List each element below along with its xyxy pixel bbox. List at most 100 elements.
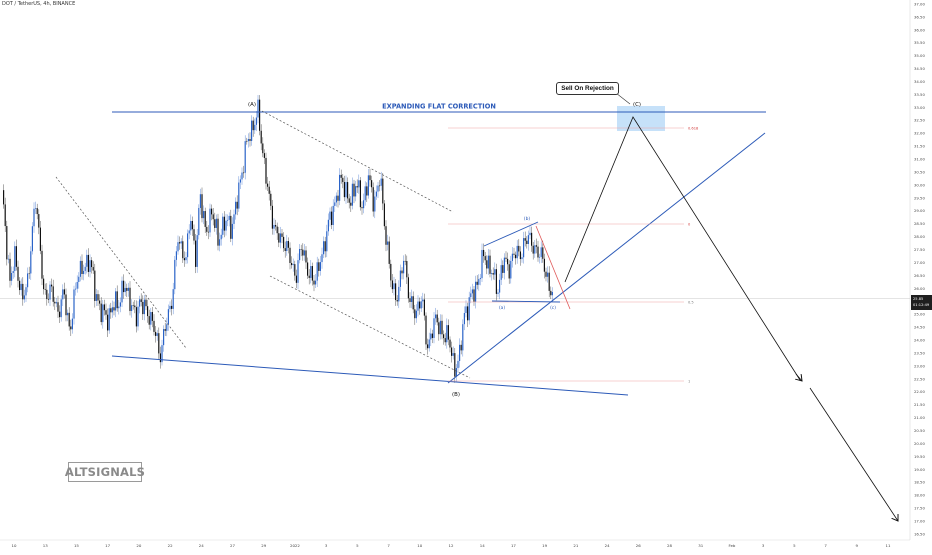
time-tick-label: 5	[793, 543, 796, 548]
wave-label-small-c: (c)	[550, 305, 556, 311]
candle-bullish	[115, 291, 117, 311]
candle-bearish	[46, 289, 48, 299]
price-tick-label: 30.50	[914, 169, 925, 174]
candle-bearish	[366, 186, 368, 196]
candle-bearish	[291, 262, 293, 266]
projected-mid-arrow	[796, 373, 802, 381]
candle-bearish	[217, 218, 219, 246]
candle-bearish	[195, 240, 197, 267]
candle-bullish	[326, 231, 328, 252]
candle-bearish	[379, 185, 381, 187]
candle-bearish	[134, 305, 136, 308]
price-tick-label: 20.50	[914, 428, 925, 433]
candle-bullish	[478, 279, 480, 285]
candle-bullish	[95, 294, 97, 301]
candle-bullish	[475, 281, 477, 302]
candle-bullish	[367, 175, 369, 196]
symbol-label: DOT / TetherUS, 4h, BINANCE	[2, 1, 76, 7]
candle-bullish	[523, 238, 525, 258]
candle-bullish	[254, 124, 256, 131]
candle-bearish	[38, 214, 40, 228]
candle-bullish	[422, 299, 424, 302]
candle-bearish	[356, 186, 358, 188]
candle-bullish	[510, 260, 512, 279]
candle-bearish	[113, 307, 115, 311]
price-tick-label: 34.00	[914, 79, 925, 84]
candle-bearish	[278, 233, 280, 243]
time-tick-label: 24	[605, 543, 610, 548]
candle-bullish	[494, 269, 496, 275]
candle-bearish	[473, 289, 475, 302]
candle-bullish	[452, 353, 454, 356]
candle-bearish	[425, 315, 427, 345]
candle-bearish	[550, 290, 552, 296]
candle-bearish	[324, 241, 326, 252]
candle-bearish	[28, 273, 30, 275]
lower-trendline	[111, 355, 629, 396]
candle-bullish	[551, 292, 553, 296]
candle-bullish	[79, 260, 81, 277]
candle-bearish	[267, 183, 269, 187]
candle-bearish	[294, 264, 296, 276]
candle-bullish	[374, 196, 376, 212]
candle-bullish	[355, 186, 357, 197]
candle-bullish	[335, 195, 337, 203]
candle-bullish	[316, 262, 318, 281]
candle-bullish	[303, 250, 305, 256]
candle-bullish	[156, 333, 158, 336]
candle-bullish	[199, 194, 201, 208]
candle-bearish	[427, 344, 429, 349]
candle-bearish	[193, 229, 195, 241]
candle-bullish	[455, 368, 457, 377]
candle-bearish	[140, 299, 142, 302]
candle-bullish	[417, 301, 419, 311]
wave-label-small-b: (b)	[524, 216, 531, 222]
candle-bearish	[436, 314, 438, 323]
candle-bearish	[81, 260, 83, 274]
candle-bearish	[361, 207, 363, 209]
candle-bearish	[158, 333, 160, 354]
price-tick-label: 35.50	[914, 40, 925, 45]
callout-leader	[615, 92, 631, 105]
candle-bullish	[23, 295, 25, 300]
candle-bearish	[388, 241, 390, 264]
candle-bearish	[515, 254, 517, 259]
price-axis: 37.00 36.50 36.00 35.50 35.00 34.50 34.00 33.50…	[914, 1, 925, 536]
price-tick-label: 19.50	[914, 454, 925, 459]
candle-bearish	[92, 267, 94, 271]
candle-bullish	[327, 219, 329, 232]
candle-bearish	[9, 258, 11, 281]
candle-bearish	[502, 265, 504, 273]
candle-bullish	[539, 256, 541, 258]
candle-bearish	[123, 280, 125, 293]
candle-bearish	[395, 283, 397, 301]
candle-bearish	[283, 236, 285, 249]
price-tick-label: 34.50	[914, 66, 925, 71]
candle-bullish	[471, 289, 473, 294]
red-descending-line	[535, 225, 571, 310]
current-price-value: 25.85	[913, 297, 924, 301]
candle-bullish	[235, 201, 237, 215]
candle-bullish	[516, 245, 518, 259]
candle-bearish	[211, 208, 213, 215]
candle-bearish	[451, 347, 453, 356]
candle-bullish	[503, 257, 505, 273]
candle-bullish	[393, 283, 395, 290]
candle-bearish	[265, 157, 267, 184]
candle-bullish	[468, 297, 470, 321]
candle-bearish	[22, 283, 24, 300]
candle-bullish	[540, 247, 542, 257]
candle-bullish	[446, 325, 448, 343]
candle-bullish	[62, 289, 64, 300]
projected-path	[564, 116, 801, 381]
candle-bullish	[511, 253, 513, 261]
price-tick-label: 17.00	[914, 518, 925, 523]
candle-bearish	[260, 130, 262, 144]
time-tick-label: 24	[199, 543, 204, 548]
candle-bearish	[252, 120, 254, 131]
price-tick-label: 18.50	[914, 480, 925, 485]
candle-bullish	[163, 329, 165, 346]
candle-bullish	[228, 215, 230, 220]
